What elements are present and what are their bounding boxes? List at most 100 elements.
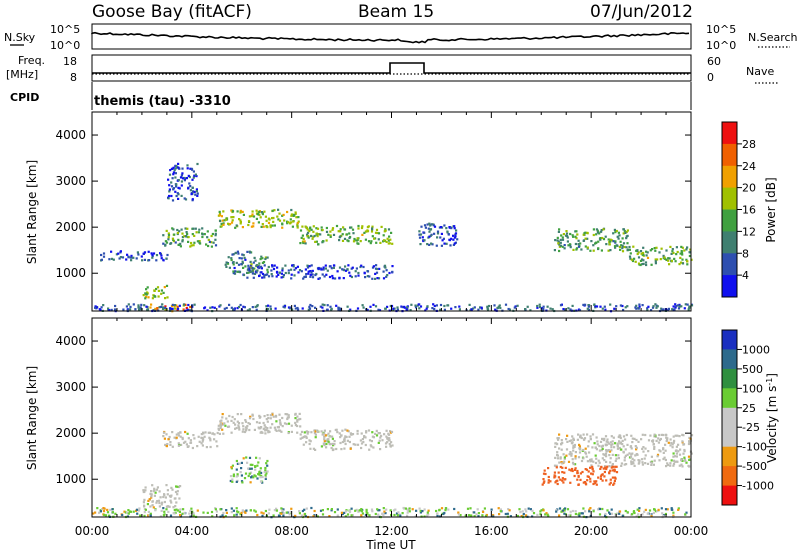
scatter-cell [573,468,577,471]
scatter-cell [240,461,243,464]
scatter-cell [278,271,281,274]
scatter-cell [352,232,355,235]
scatter-cell [321,228,324,232]
scatter-cell [94,305,97,308]
scatter-cell [221,423,224,426]
scatter-cell [361,438,364,441]
scatter-cell [277,218,280,221]
scatter-cell [160,254,163,257]
scatter-cell [299,242,302,245]
scatter-cell [579,434,582,437]
scatter-cell [377,441,380,444]
scatter-cell [236,250,239,253]
scatter-cell [246,271,249,274]
scatter-cell [312,225,315,228]
scatter-cell [604,435,608,438]
scatter-cell [406,514,409,517]
scatter-cell [159,515,162,518]
scatter-cell [603,454,606,457]
scatter-cell [566,508,570,511]
scatter-cell [662,451,665,454]
scatter-cell [680,305,683,308]
scatter-cell [351,228,355,231]
scatter-cell [326,508,329,511]
scatter-cell [110,308,113,311]
scatter-cell [443,224,446,227]
scatter-cell [372,446,375,449]
scatter-cell [688,254,691,258]
scatter-cell [237,426,241,429]
nave-tick-bottom: 0 [707,71,714,84]
scatter-cell [295,216,298,219]
scatter-cell [560,442,563,445]
scatter-cell [326,304,329,307]
scatter-cell [145,288,148,291]
scatter-cell [316,235,319,238]
scatter-cell [254,510,257,513]
scatter-cell [299,433,302,436]
scatter-cell [509,515,512,518]
scatter-cell [589,507,592,510]
scatter-cell [375,241,378,244]
scatter-cell [571,435,574,438]
scatter-cell [223,219,226,222]
scatter-cell [688,458,691,461]
scatter-cell [290,268,293,271]
scatter-cell [653,459,656,462]
scatter-cell [582,233,585,236]
scatter-cell [169,307,172,310]
scatter-cell [620,464,623,467]
scatter-cell [678,305,681,308]
scatter-cell [418,233,421,236]
scatter-cell [681,262,685,265]
scatter-cell [521,510,524,513]
scatter-cell [328,275,332,279]
scatter-cell [575,237,578,240]
scatter-cell [396,306,399,309]
scatter-cell [175,436,178,439]
scatter-cell [247,271,250,274]
scatter-cell [423,224,427,227]
scatter-cell [604,512,607,516]
scatter-cell [601,444,604,447]
scatter-cell [662,447,665,450]
scatter-cell [645,254,648,257]
scatter-cell [293,268,296,271]
scatter-cell [585,455,588,458]
scatter-cell [246,461,249,464]
scatter-cell [292,265,295,268]
scatter-cell [263,424,266,427]
scatter-cell [561,236,564,239]
scatter-cell [151,297,154,300]
scatter-cell [652,439,655,442]
scatter-cell [221,413,224,416]
scatter-cell [178,510,181,514]
scatter-cell [232,509,235,512]
scatter-cell [160,503,163,506]
scatter-cell [571,441,574,444]
scatter-cell [260,474,263,478]
scatter-cell [606,465,609,468]
scatter-cell [323,435,326,438]
scatter-cell [563,460,566,463]
scatter-cell [168,194,171,198]
scatter-cell [384,229,387,232]
scatter-cell [340,511,343,514]
scatter-cell [282,305,285,308]
scatter-cell [636,250,639,253]
scatter-cell [204,431,207,434]
scatter-cell [572,444,575,447]
scatter-cell [637,440,640,443]
scatter-cell [597,476,600,479]
scatter-cell [615,465,618,468]
scatter-cell [225,217,228,220]
scatter-cell [637,307,640,310]
scatter-cell [339,307,342,310]
scatter-cell [676,250,679,254]
scatter-cell [618,440,621,443]
scatter-cell [688,436,691,439]
scatter-cell [257,473,260,476]
scatter-cell [607,238,610,241]
scatter-cell [409,309,412,312]
scatter-cell [586,460,589,463]
